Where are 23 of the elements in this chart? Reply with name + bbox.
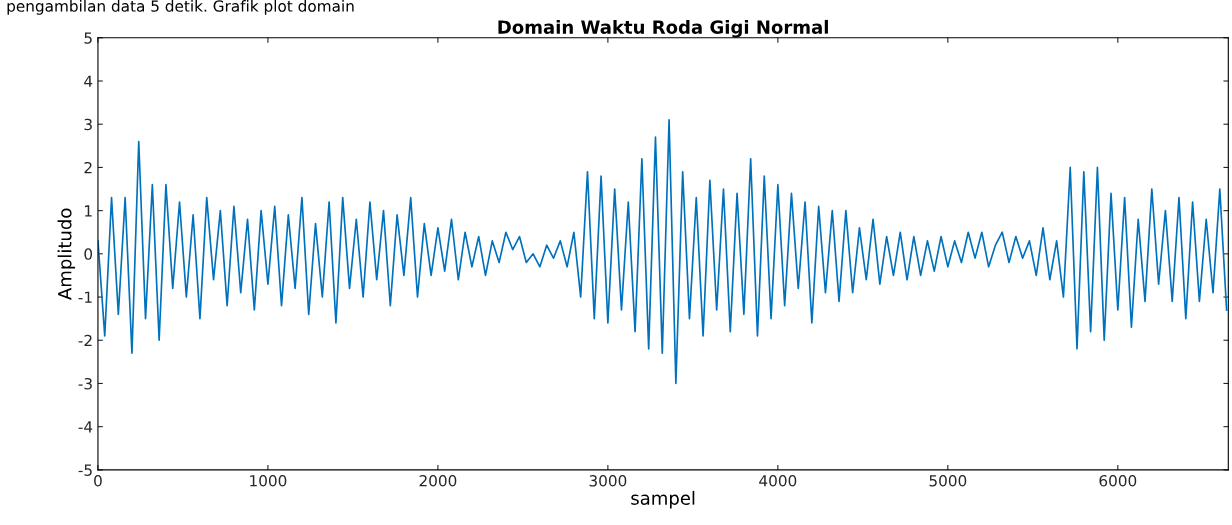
- x-tick-label: 3000: [589, 475, 627, 487]
- x-tick-label: 2000: [419, 475, 457, 487]
- text: pengambilan data 5 detik. Grafik plot domain: [7, 0, 354, 15]
- y-tick-label: 1: [85, 205, 92, 217]
- y-tick-label: 2: [84, 161, 92, 174]
- y-tick-label: -5: [78, 464, 92, 476]
- y-tick-label: -1: [78, 291, 92, 303]
- line-series: [97, 119, 1228, 385]
- y-tick-label: 4: [84, 75, 93, 87]
- x-axis-title: sampel: [631, 490, 695, 509]
- y-tick-label: 5: [84, 32, 92, 44]
- x-tick-label: 5000: [929, 475, 967, 487]
- y-tick-label: 3: [84, 118, 92, 131]
- y-tick-label: -4: [78, 421, 93, 433]
- y-tick-label: -2: [78, 334, 92, 347]
- x-tick-label: 1000: [250, 475, 287, 487]
- x-tick-label: 4000: [759, 475, 797, 487]
- y-axis-title: Amplitudo: [57, 208, 76, 300]
- x-tick-label: 6000: [1099, 475, 1137, 487]
- y-tick-label: 0: [84, 248, 93, 260]
- x-tick-label: 0: [94, 475, 102, 487]
- chart-title: Domain Waktu Roda Gigi Normal: [498, 19, 828, 38]
- y-tick-label: -3: [78, 377, 92, 390]
